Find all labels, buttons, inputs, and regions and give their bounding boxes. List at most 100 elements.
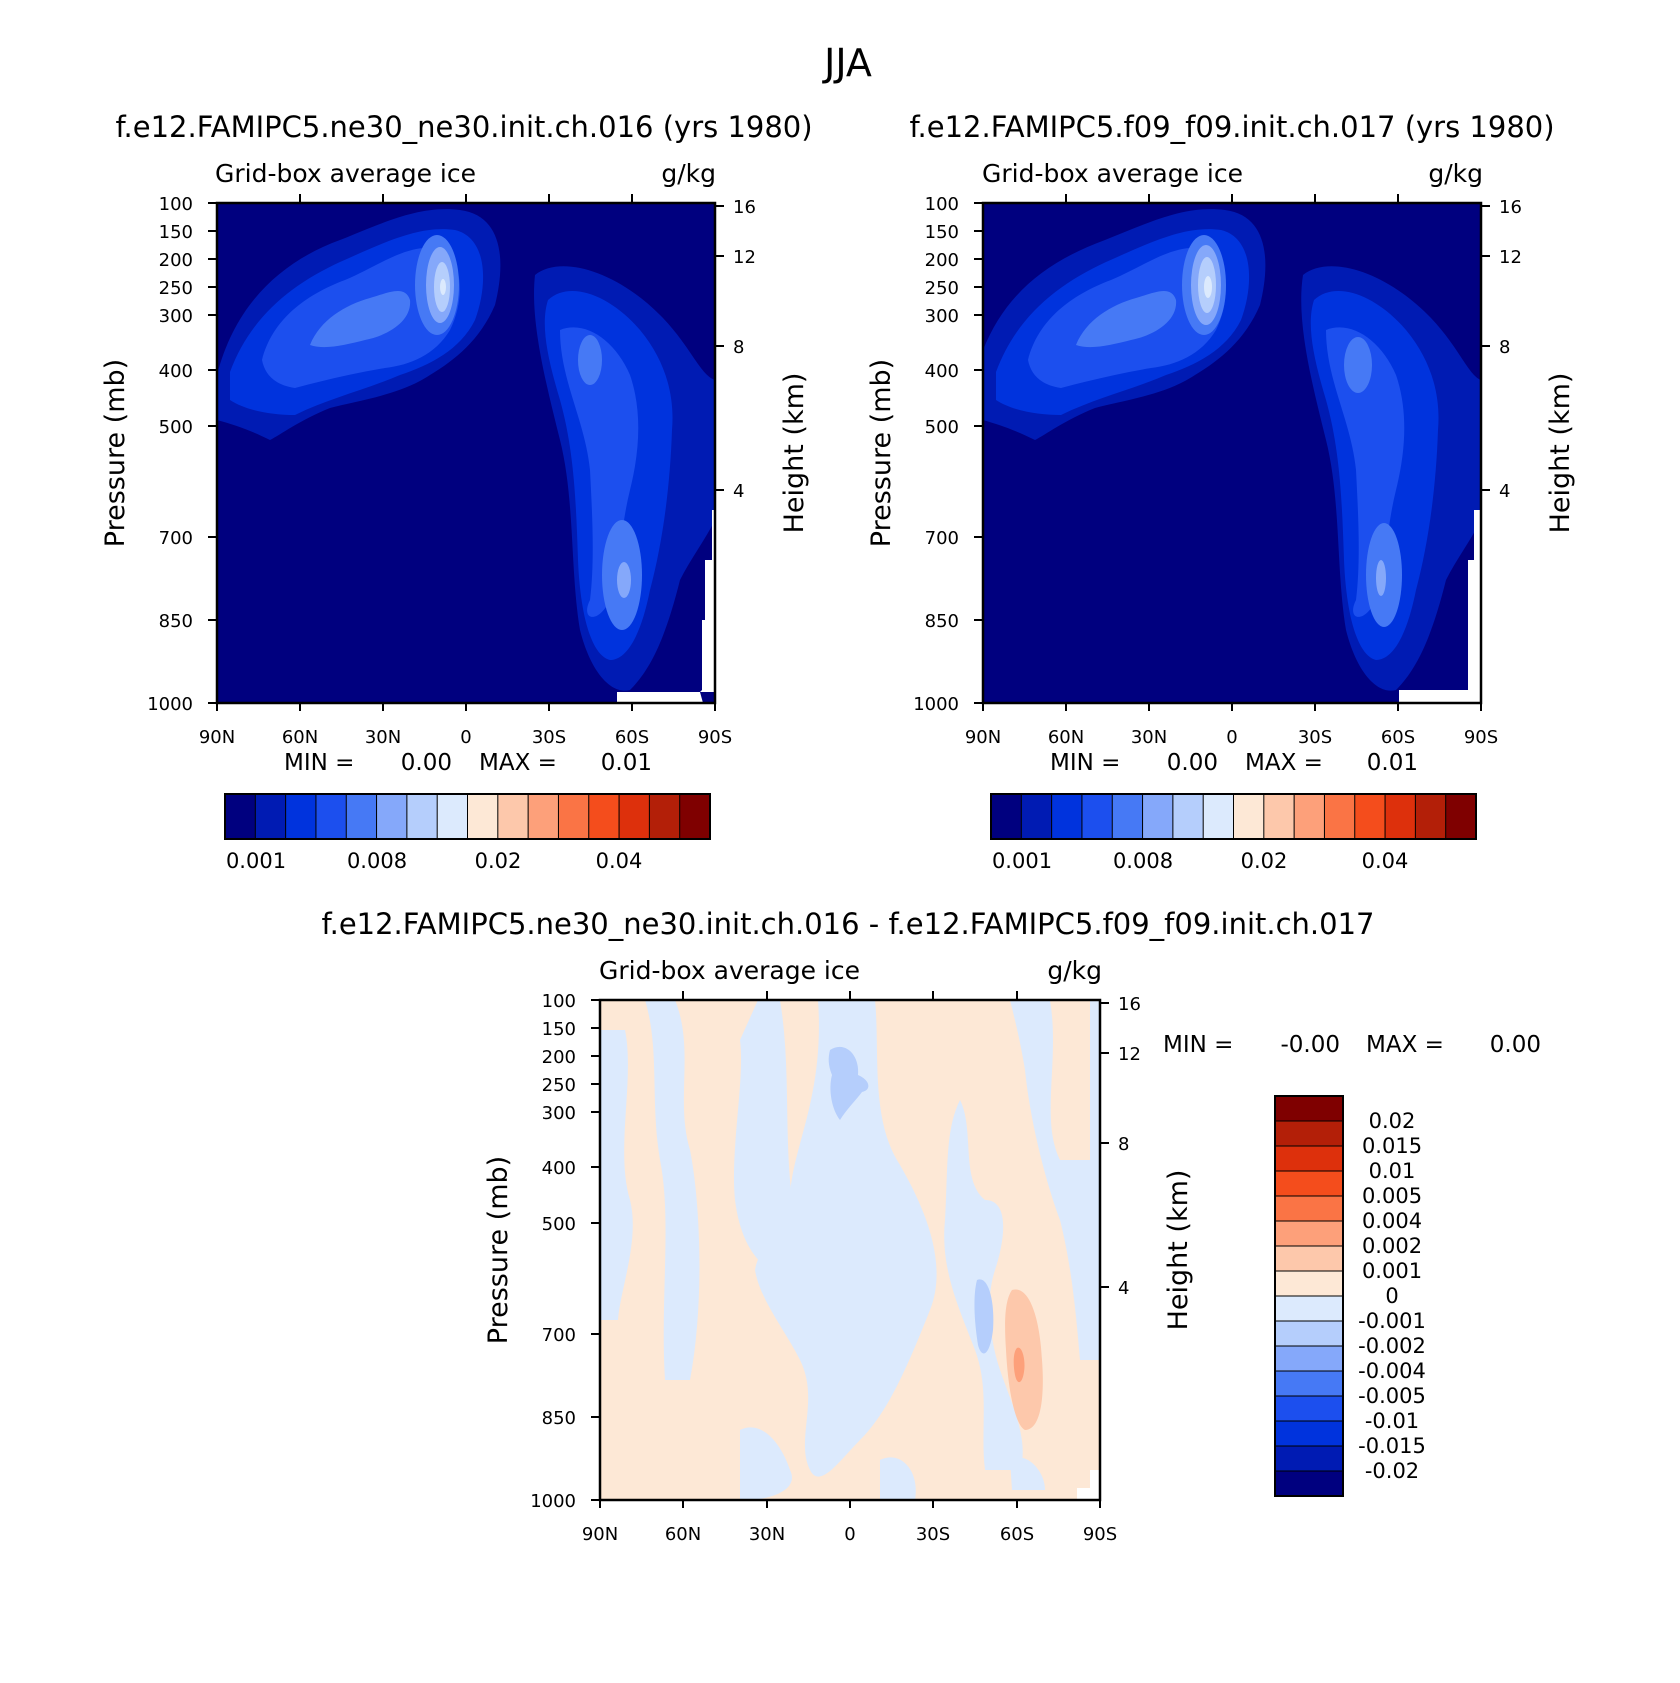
panel-1-x-tick-label: 30S: [532, 727, 566, 748]
panel-2-units: g/kg: [1428, 159, 1483, 188]
colorbar-swatch: [1020, 793, 1053, 840]
panel-2-surface-mask: [1399, 510, 1481, 703]
panel-1-colorbar-frame: [224, 793, 711, 840]
panel-3-x-tick-label: 60S: [1000, 1524, 1034, 1545]
panel-3-subtitle: Grid-box average ice: [599, 956, 860, 985]
panel-1-max-label: MAX =: [479, 750, 557, 776]
panel-1-surface-mask: [617, 510, 715, 703]
panel-2-y-axis-label: Pressure (mb): [866, 359, 897, 547]
panel-2-min-value: 0.00: [1167, 750, 1218, 776]
panel-2-y2-axis: 16 12 8 4 Height (km): [1481, 197, 1576, 533]
panel-1-y-tick-label: 200: [159, 250, 193, 271]
panel-3-minmax: MIN = -0.00 MAX = 0.00: [1163, 1032, 1541, 1058]
panel-3-x-tick-label: 90S: [1083, 1524, 1117, 1545]
panel-3-colorbar-label: 0.004: [1362, 1209, 1422, 1233]
panel-2-nh-contour-4: [1076, 291, 1177, 348]
colorbar-swatch: [467, 793, 499, 840]
panel-3-y2-tick-label: 12: [1118, 1044, 1141, 1065]
panel-3-y-axis: 100 150 200 250 300 400 500 700 850 1000…: [483, 991, 600, 1512]
colorbar-swatch: [1293, 793, 1326, 840]
panel-1-x-tick-label: 30N: [365, 727, 401, 748]
panel-3-surface-mask: [1077, 1470, 1100, 1500]
panel-3-x-tick-label: 0: [844, 1524, 855, 1545]
panel-3-min-value: -0.00: [1280, 1032, 1340, 1058]
panel-1-y2-tick-label: 8: [733, 337, 744, 358]
panel-1-sh-lower-max-2: [617, 562, 631, 598]
panel-1-y-tick-label: 250: [159, 278, 193, 299]
panel-1-y-tick-label: 1000: [147, 694, 193, 715]
panel-3-neg-region-6: [1010, 1000, 1100, 1360]
panel-1-y-tick-label: 100: [159, 194, 193, 215]
panel-1-colorbar: 0.001 0.008 0.02 0.04: [224, 793, 711, 873]
panel-1-y2-axis-label: Height (km): [779, 373, 810, 534]
colorbar-swatch: [1274, 1420, 1344, 1447]
panel-1-x-tick-label: 60S: [615, 727, 649, 748]
panel-3-y2-axis: 16 12 8 4 Height (km): [1100, 994, 1194, 1330]
panel-2-y2-tick-label: 4: [1499, 481, 1510, 502]
colorbar-swatch: [990, 793, 1023, 840]
colorbar-swatch: [1274, 1470, 1344, 1497]
panel-2-y-axis: 100 150 200 250 300 400 500 700 850 1000…: [866, 194, 983, 715]
panel-1-plot-area: [215, 201, 717, 705]
panel-1-x-axis: 90N 60N 30N 0 30S 60S 90S: [199, 194, 732, 748]
panel-1-x-tick-label: 60N: [282, 727, 318, 748]
panel-3-y-tick-label: 250: [542, 1075, 576, 1096]
panel-1-colorbar-label: 0.04: [596, 849, 643, 873]
panel-2-colorbar-label: 0.001: [992, 849, 1052, 873]
panel-3-colorbar-label: -0.004: [1358, 1359, 1426, 1383]
panel-2-y-tick-label: 700: [925, 528, 959, 549]
panel-2-x-tick-label: 60N: [1048, 727, 1084, 748]
panel-1-y2-axis: 16 12 8 4 Height (km): [715, 197, 810, 533]
colorbar-swatch: [1274, 1170, 1344, 1197]
colorbar-swatch: [557, 793, 590, 840]
colorbar-swatch: [1274, 1120, 1344, 1147]
panel-1-colorbar-label: 0.008: [347, 849, 407, 873]
colorbar-swatch: [1274, 1145, 1344, 1172]
panel-2-y2-tick-label: 8: [1499, 337, 1510, 358]
panel-1-x-tick-label: 0: [460, 727, 471, 748]
panel-1-colorbar-swatches: [224, 793, 711, 840]
panel-2: f.e12.FAMIPC5.f09_f09.init.ch.017 (yrs 1…: [866, 110, 1576, 873]
panel-3-y-tick-label: 400: [542, 1158, 576, 1179]
panel-3: f.e12.FAMIPC5.ne30_ne30.init.ch.016 - f.…: [322, 907, 1542, 1545]
panel-2-minmax: MIN = 0.00 MAX = 0.01: [1050, 750, 1418, 776]
colorbar-swatch: [1274, 1445, 1344, 1472]
panel-3-y2-axis-label: Height (km): [1163, 1170, 1194, 1331]
panel-3-colorbar-label: -0.01: [1365, 1409, 1419, 1433]
panel-3-colorbar-label: -0.02: [1365, 1459, 1419, 1483]
panel-3-colorbar-label: 0.001: [1362, 1259, 1422, 1283]
colorbar-swatch: [436, 793, 469, 840]
panel-1-y-tick-label: 300: [159, 306, 193, 327]
panel-3-neg-region-9: [1010, 1457, 1045, 1490]
colorbar-swatch: [345, 793, 378, 840]
panel-2-colorbar-label: 0.008: [1113, 849, 1173, 873]
panel-1-max-value: 0.01: [601, 750, 652, 776]
colorbar-swatch: [1274, 1220, 1344, 1247]
panel-1-nh-max-4: [440, 279, 446, 295]
panel-2-colorbar-frame: [990, 793, 1477, 840]
panel-3-colorbar-label: 0.015: [1362, 1134, 1422, 1158]
panel-3-units: g/kg: [1047, 956, 1102, 985]
panel-2-plot-area: [981, 201, 1483, 705]
panel-2-max-label: MAX =: [1245, 750, 1323, 776]
panel-1-nh-contour-4: [310, 291, 411, 348]
colorbar-swatch: [1274, 1320, 1344, 1347]
panel-1-y2-tick-label: 16: [733, 197, 756, 218]
panel-2-min-label: MIN =: [1050, 750, 1120, 776]
colorbar-swatch: [1274, 1395, 1344, 1422]
panel-3-x-tick-label: 60N: [665, 1524, 701, 1545]
panel-3-x-axis: 90N 60N 30N 0 30S 60S 90S: [582, 991, 1117, 1545]
colorbar-swatch: [1354, 793, 1386, 840]
colorbar-swatch: [618, 793, 651, 840]
panel-3-pos-region-2: [1013, 1347, 1025, 1383]
panel-1-y2-tick-label: 12: [733, 247, 756, 268]
colorbar-swatch: [1233, 793, 1265, 840]
colorbar-swatch: [648, 793, 681, 840]
panel-3-colorbar-label: 0: [1385, 1284, 1398, 1308]
panel-3-y-tick-label: 700: [542, 1325, 576, 1346]
panel-3-colorbar-label: -0.001: [1358, 1309, 1426, 1333]
colorbar-swatch: [1323, 793, 1356, 840]
panel-3-title: f.e12.FAMIPC5.ne30_ne30.init.ch.016 - f.…: [322, 907, 1375, 941]
panel-2-nh-max-4: [1204, 276, 1212, 298]
panel-3-colorbar-label: -0.015: [1358, 1434, 1426, 1458]
